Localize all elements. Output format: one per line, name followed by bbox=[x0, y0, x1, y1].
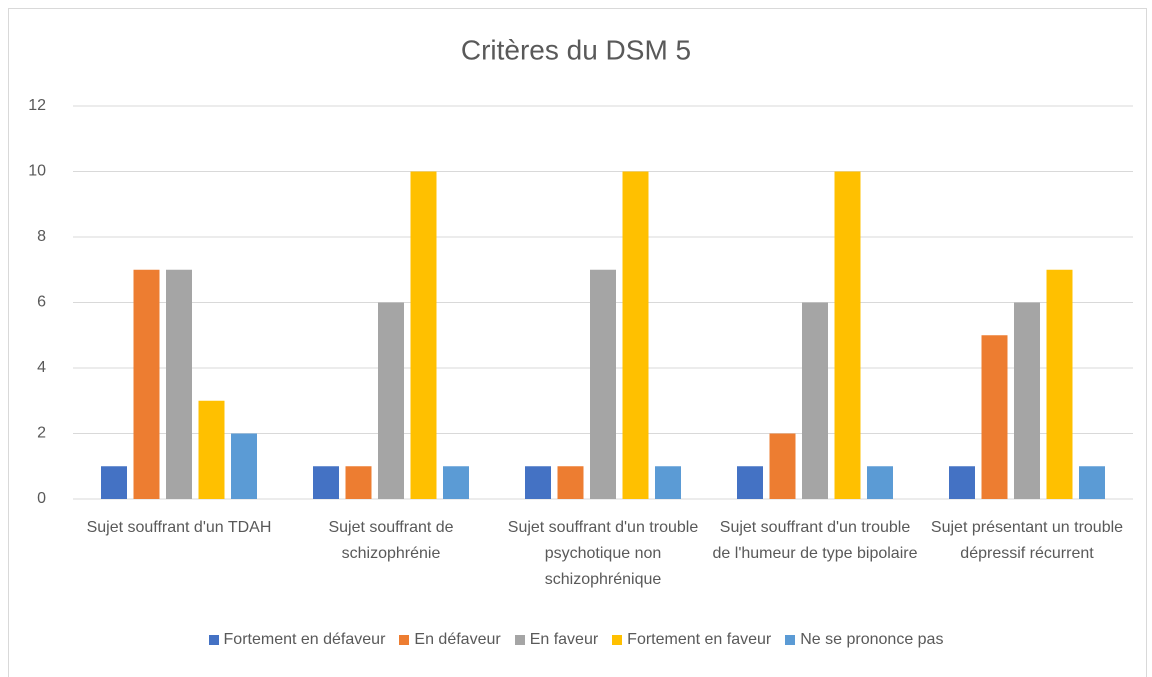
chart-title: Critères du DSM 5 bbox=[461, 34, 691, 65]
bar bbox=[802, 302, 828, 499]
legend-label: Ne se prononce pas bbox=[800, 631, 944, 648]
legend-swatch bbox=[612, 635, 623, 645]
legend-item: En faveur bbox=[514, 631, 599, 649]
x-tick-label: Sujet souffrant de schizophrénie bbox=[328, 519, 454, 562]
bar bbox=[231, 433, 257, 499]
bar bbox=[622, 171, 649, 499]
x-tick-label: Sujet présentant un trouble dépressif ré… bbox=[930, 519, 1124, 562]
x-tick-label: Sujet souffrant d'un trouble de l'humeur… bbox=[712, 519, 918, 562]
legend-swatch bbox=[785, 635, 796, 645]
bar bbox=[525, 466, 551, 499]
y-tick-label: 8 bbox=[37, 228, 46, 245]
y-tick-label: 6 bbox=[37, 294, 46, 311]
x-tick-label: Sujet souffrant d'un TDAH bbox=[86, 519, 272, 536]
bar bbox=[867, 466, 893, 499]
bar bbox=[1079, 466, 1105, 499]
legend-label: Fortement en défaveur bbox=[223, 631, 386, 648]
bar bbox=[981, 335, 1008, 499]
legend-item: En défaveur bbox=[399, 631, 501, 649]
x-tick-label: Sujet souffrant d'un trouble psychotique… bbox=[507, 519, 699, 588]
y-tick-label: 12 bbox=[28, 97, 46, 114]
bar bbox=[590, 269, 616, 499]
legend-item: Fortement en défaveur bbox=[208, 631, 386, 649]
legend-label: En faveur bbox=[529, 631, 599, 648]
bar bbox=[1046, 269, 1073, 499]
bar bbox=[443, 466, 469, 499]
bar bbox=[198, 400, 225, 499]
bar bbox=[166, 269, 192, 499]
legend: Fortement en défaveur En défaveur En faveu… bbox=[0, 631, 1152, 649]
bar bbox=[410, 171, 437, 499]
y-tick-label: 2 bbox=[37, 425, 46, 442]
legend-item: Fortement en faveur bbox=[612, 631, 771, 649]
bar bbox=[313, 466, 339, 499]
bar bbox=[655, 466, 681, 499]
bar bbox=[1014, 302, 1040, 499]
bar bbox=[834, 171, 861, 499]
chart-border bbox=[8, 8, 1147, 677]
bar bbox=[133, 269, 160, 499]
legend-label: En défaveur bbox=[414, 631, 501, 648]
bar bbox=[769, 433, 796, 499]
legend-label: Fortement en faveur bbox=[627, 631, 772, 648]
bar bbox=[101, 466, 127, 499]
legend-swatch bbox=[514, 635, 525, 645]
bar bbox=[557, 466, 584, 499]
bar bbox=[737, 466, 763, 499]
bar bbox=[378, 302, 404, 499]
legend-swatch bbox=[208, 635, 219, 645]
y-tick-label: 0 bbox=[37, 490, 46, 507]
legend-swatch bbox=[399, 635, 410, 645]
bar bbox=[949, 466, 975, 499]
y-tick-label: 10 bbox=[28, 163, 46, 180]
y-tick-label: 4 bbox=[37, 359, 46, 376]
legend-item: Ne se prononce pas bbox=[785, 631, 943, 649]
bar bbox=[345, 466, 372, 499]
